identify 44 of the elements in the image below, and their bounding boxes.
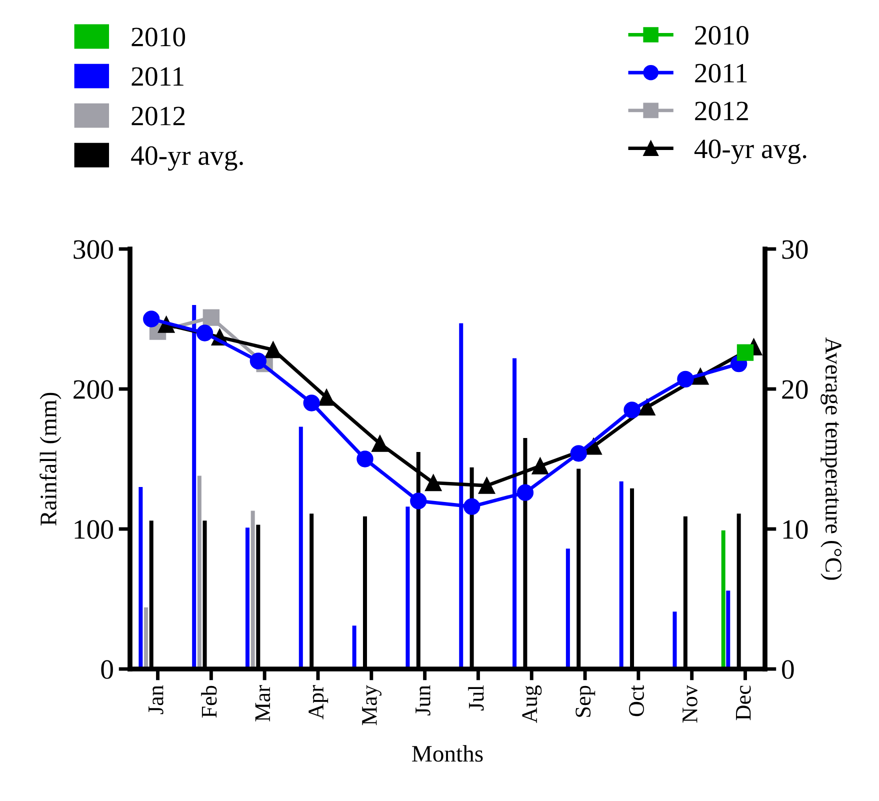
bar — [619, 481, 624, 669]
bar — [406, 506, 410, 669]
y-tick-label: 0 — [101, 660, 113, 679]
legend-label: 40-yr avg. — [694, 140, 806, 164]
x-tick-label: Mar — [255, 685, 270, 722]
x-axis-title: Months — [412, 745, 483, 762]
y-tick-label: 300 — [74, 240, 113, 259]
legend-label: 2011 — [132, 67, 184, 86]
y-tick-label: 100 — [74, 520, 113, 539]
bar — [298, 426, 303, 669]
x-tick-label: Dec — [736, 686, 751, 720]
x-tick-label: Feb — [201, 686, 217, 718]
y2-tick-label: 0 — [782, 660, 794, 679]
x-tick-label: Oct — [629, 685, 644, 716]
bar — [197, 476, 202, 669]
y2-tick-label: 30 — [782, 240, 808, 259]
bar — [726, 590, 730, 669]
x-tick-label: Jul — [468, 685, 484, 710]
x-tick-label: Nov — [682, 684, 698, 723]
bar — [721, 530, 726, 669]
bar — [352, 626, 356, 669]
bar — [144, 607, 148, 669]
x-tick-label: May — [362, 685, 382, 726]
bar — [138, 487, 143, 669]
legend-label: 2010 — [695, 26, 748, 45]
x-tick-label: Sep — [576, 686, 596, 717]
x-tick-label: Apr — [308, 685, 328, 720]
bar — [672, 612, 677, 669]
legend-label: 2011 — [695, 64, 747, 83]
legend-label: 2010 — [132, 28, 186, 46]
bar — [250, 510, 255, 669]
y2-axis-title: Average temperature (°C) — [820, 337, 842, 580]
y-axis-title: Rainfall (mm) — [40, 392, 62, 526]
y-tick-label: 200 — [74, 380, 113, 399]
y2-tick-label: 10 — [783, 520, 808, 539]
x-tick-label: Aug — [522, 685, 542, 724]
y2-tick-label: 20 — [782, 380, 808, 399]
legend-label: 2012 — [132, 106, 185, 126]
legend-label: 2012 — [695, 102, 748, 120]
x-tick-label: Jun — [416, 685, 430, 716]
legend-label: 40-yr avg. — [131, 146, 243, 171]
bar — [566, 548, 570, 669]
bar — [245, 528, 250, 669]
x-tick-label: Jan — [148, 685, 164, 714]
